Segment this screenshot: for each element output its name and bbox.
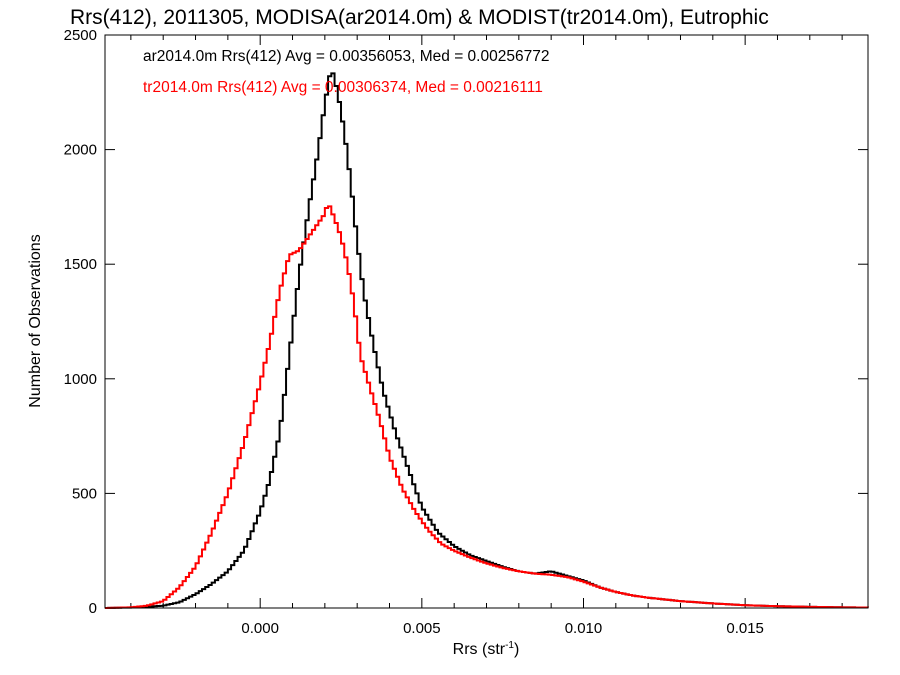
plot-frame xyxy=(104,34,869,609)
y-tick-label: 0 xyxy=(89,600,97,617)
y-tick-label: 1000 xyxy=(64,371,97,388)
x-axis-label-close: ) xyxy=(514,641,519,658)
legend-entry-tr2014: tr2014.0m Rrs(412) Avg = 0.00306374, Med… xyxy=(143,79,543,96)
y-axis-ticks: 0 500 1000 1500 2000 2500 xyxy=(64,27,868,617)
x-tick-label: 0.010 xyxy=(565,620,603,637)
x-axis-ticks: 0.000 0.005 0.010 0.015 xyxy=(130,35,843,637)
y-tick-label: 500 xyxy=(72,485,97,502)
x-tick-label: 0.000 xyxy=(241,620,279,637)
x-axis-label-superscript: -1 xyxy=(505,640,514,651)
legend-entry-ar2014: ar2014.0m Rrs(412) Avg = 0.00356053, Med… xyxy=(143,48,549,65)
chart-title: Rrs(412), 2011305, MODISA(ar2014.0m) & M… xyxy=(70,6,769,29)
y-tick-label: 2500 xyxy=(64,27,97,44)
y-tick-label: 1500 xyxy=(64,256,97,273)
series-line-tr2014 xyxy=(105,205,869,609)
y-axis-label: Number of Observations xyxy=(27,234,44,407)
x-axis-label: Rrs (str-1) xyxy=(453,640,520,658)
series-layer xyxy=(105,72,869,609)
y-tick-label: 2000 xyxy=(64,142,97,159)
x-axis-label-base: Rrs (str xyxy=(453,641,506,658)
x-tick-label: 0.015 xyxy=(726,620,764,637)
x-tick-label: 0.005 xyxy=(403,620,441,637)
